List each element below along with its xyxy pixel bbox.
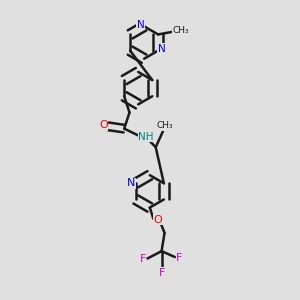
Text: N: N bbox=[137, 20, 145, 30]
Text: N: N bbox=[158, 44, 166, 54]
Text: F: F bbox=[158, 268, 165, 278]
Text: O: O bbox=[99, 120, 108, 130]
Text: CH₃: CH₃ bbox=[156, 121, 173, 130]
Text: O: O bbox=[154, 214, 162, 225]
Text: CH₃: CH₃ bbox=[172, 26, 189, 35]
Text: F: F bbox=[140, 254, 146, 264]
Text: NH: NH bbox=[138, 132, 154, 142]
Text: N: N bbox=[127, 178, 135, 188]
Text: F: F bbox=[176, 253, 183, 262]
